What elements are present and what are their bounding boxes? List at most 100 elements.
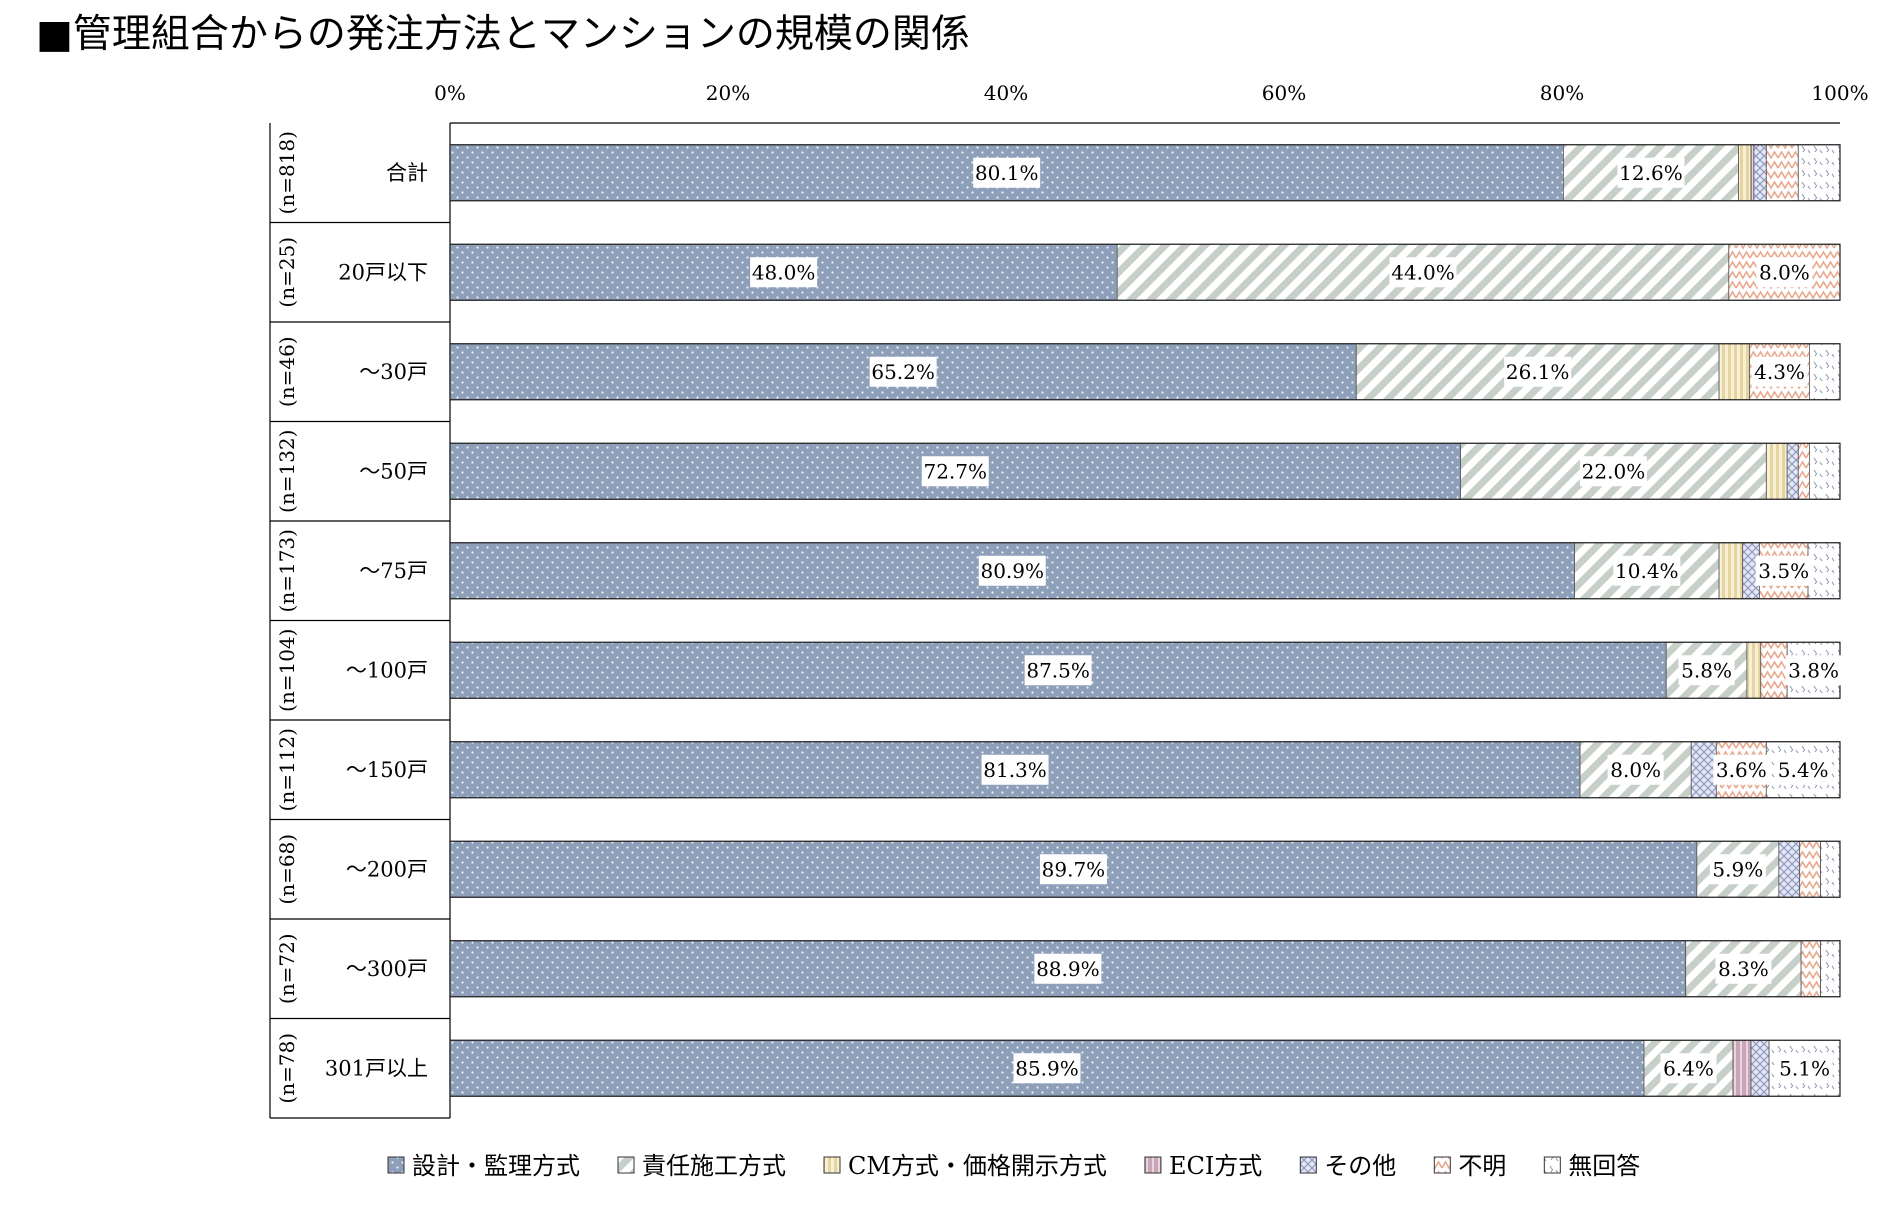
data-label-bg [921,456,989,487]
bar-segment [1690,741,1717,799]
x-tick-label: 20% [706,81,750,105]
data-label: 87.5% [1026,658,1090,682]
bar-segment [1809,442,1841,500]
sample-size-label: (n=46) [275,336,299,407]
legend-label: 責任施工方式 [642,1152,786,1180]
legend: 設計・監理方式 責任施工方式 CM方式・価格開示方式 ECI方式 その他 不明 無回答 [387,1152,1640,1180]
data-label: 8.0% [1759,260,1810,284]
legend-swatch [1433,1156,1451,1174]
bar-segment [1765,144,1799,202]
bar-segment [1797,144,1841,202]
data-label-bg [1756,257,1813,288]
legend-swatch [823,1156,841,1174]
data-label-bg [1678,655,1735,686]
bar-segment [1718,542,1744,600]
legend-swatch [1144,1156,1162,1174]
data-label-bg [1579,456,1647,487]
x-tick-label: 0% [434,81,466,105]
labels-layer: 80.1% 12.6% 48.0% 44.0% 8.0% 65.2% 26.1% 4.3% 72… [750,157,1842,1084]
bar-outline [449,343,1841,401]
data-label-bg [1775,754,1832,785]
data-label-bg [1013,1053,1081,1084]
data-label-bg [1755,555,1812,586]
chart-title: ■管理組合からの発注方法とマンションの規模の関係 [36,12,970,57]
data-label-bg [1039,854,1107,885]
data-label-bg [1613,555,1681,586]
data-label-bg [1607,754,1664,785]
data-label-bg [1024,655,1092,686]
data-label-bg [1504,356,1572,387]
data-label-bg [1660,1053,1717,1084]
bar-segment [1746,641,1762,699]
category-label: ～100戸 [346,658,428,682]
legend-swatch [387,1156,405,1174]
data-label-bg [981,754,1049,785]
category-label: ～30戸 [359,360,428,384]
bar-segment [1807,542,1841,600]
data-label: 48.0% [752,260,816,284]
bar-segment [1786,442,1799,500]
bar-segment [1732,1039,1752,1097]
data-label: 3.6% [1716,758,1767,782]
bar-outline [449,542,1841,600]
category-label: ～150戸 [346,758,428,782]
data-label: 72.7% [923,459,987,483]
data-label: 8.3% [1718,957,1769,981]
legend-label: 設計・監理方式 [412,1152,580,1180]
bar-segment [1809,343,1841,401]
sample-size-label: (n=72) [275,933,299,1004]
data-label-bg [1715,953,1772,984]
bar-segment [1765,442,1788,500]
category-label: 合計 [386,161,428,185]
sample-size-label: (n=173) [275,529,299,612]
axis-layer: 0% 20% 40% 60% 80% 100% (n=818) 合計 (n=25) 20戸以下 (n… [269,81,1869,1119]
data-label-bg [978,555,1046,586]
data-label: 6.4% [1663,1056,1714,1080]
bar-segment [1778,840,1801,898]
data-label: 80.9% [980,559,1044,583]
category-label: ～300戸 [346,957,428,981]
data-label: 3.8% [1788,658,1839,682]
sample-size-label: (n=104) [275,629,299,712]
bar-segment [1797,442,1810,500]
data-label: 10.4% [1615,559,1679,583]
legend-label: CM方式・価格開示方式 [848,1152,1107,1180]
legend-swatch [617,1156,635,1174]
legend-label: 不明 [1458,1152,1506,1180]
bar-segment [1753,144,1767,202]
data-label-bg [973,157,1041,188]
bar-segment [1820,940,1841,998]
category-label: ～75戸 [359,559,428,583]
data-label: 44.0% [1391,260,1455,284]
data-label: 22.0% [1582,459,1646,483]
data-label: 5.9% [1712,857,1763,881]
data-label-bg [1034,953,1102,984]
bar-segment [1718,343,1751,401]
data-label: 8.0% [1610,758,1661,782]
bar-outline [449,940,1841,998]
bar-outline [449,1039,1841,1097]
x-tick-label: 40% [984,81,1028,105]
data-label: 81.3% [983,758,1047,782]
data-label: 65.2% [871,360,935,384]
sample-size-label: (n=68) [275,834,299,905]
data-label: 12.6% [1619,161,1683,185]
sample-size-label: (n=818) [275,131,299,214]
legend-label: 無回答 [1568,1152,1640,1180]
bar-outline [449,741,1841,799]
legend-label: ECI方式 [1169,1152,1262,1180]
data-label-bg [869,356,937,387]
bar-outline [449,442,1841,500]
bar-outline [449,840,1841,898]
bar-outline [449,144,1841,202]
data-label: 4.3% [1754,360,1805,384]
bar-segment [1820,840,1841,898]
bar-segment [1800,940,1821,998]
category-label: 20戸以下 [338,260,428,284]
data-label: 85.9% [1015,1056,1079,1080]
data-label-bg [750,257,818,288]
sample-size-label: (n=25) [275,237,299,308]
category-label: 301戸以上 [325,1056,428,1080]
bars-layer [449,144,1841,1097]
